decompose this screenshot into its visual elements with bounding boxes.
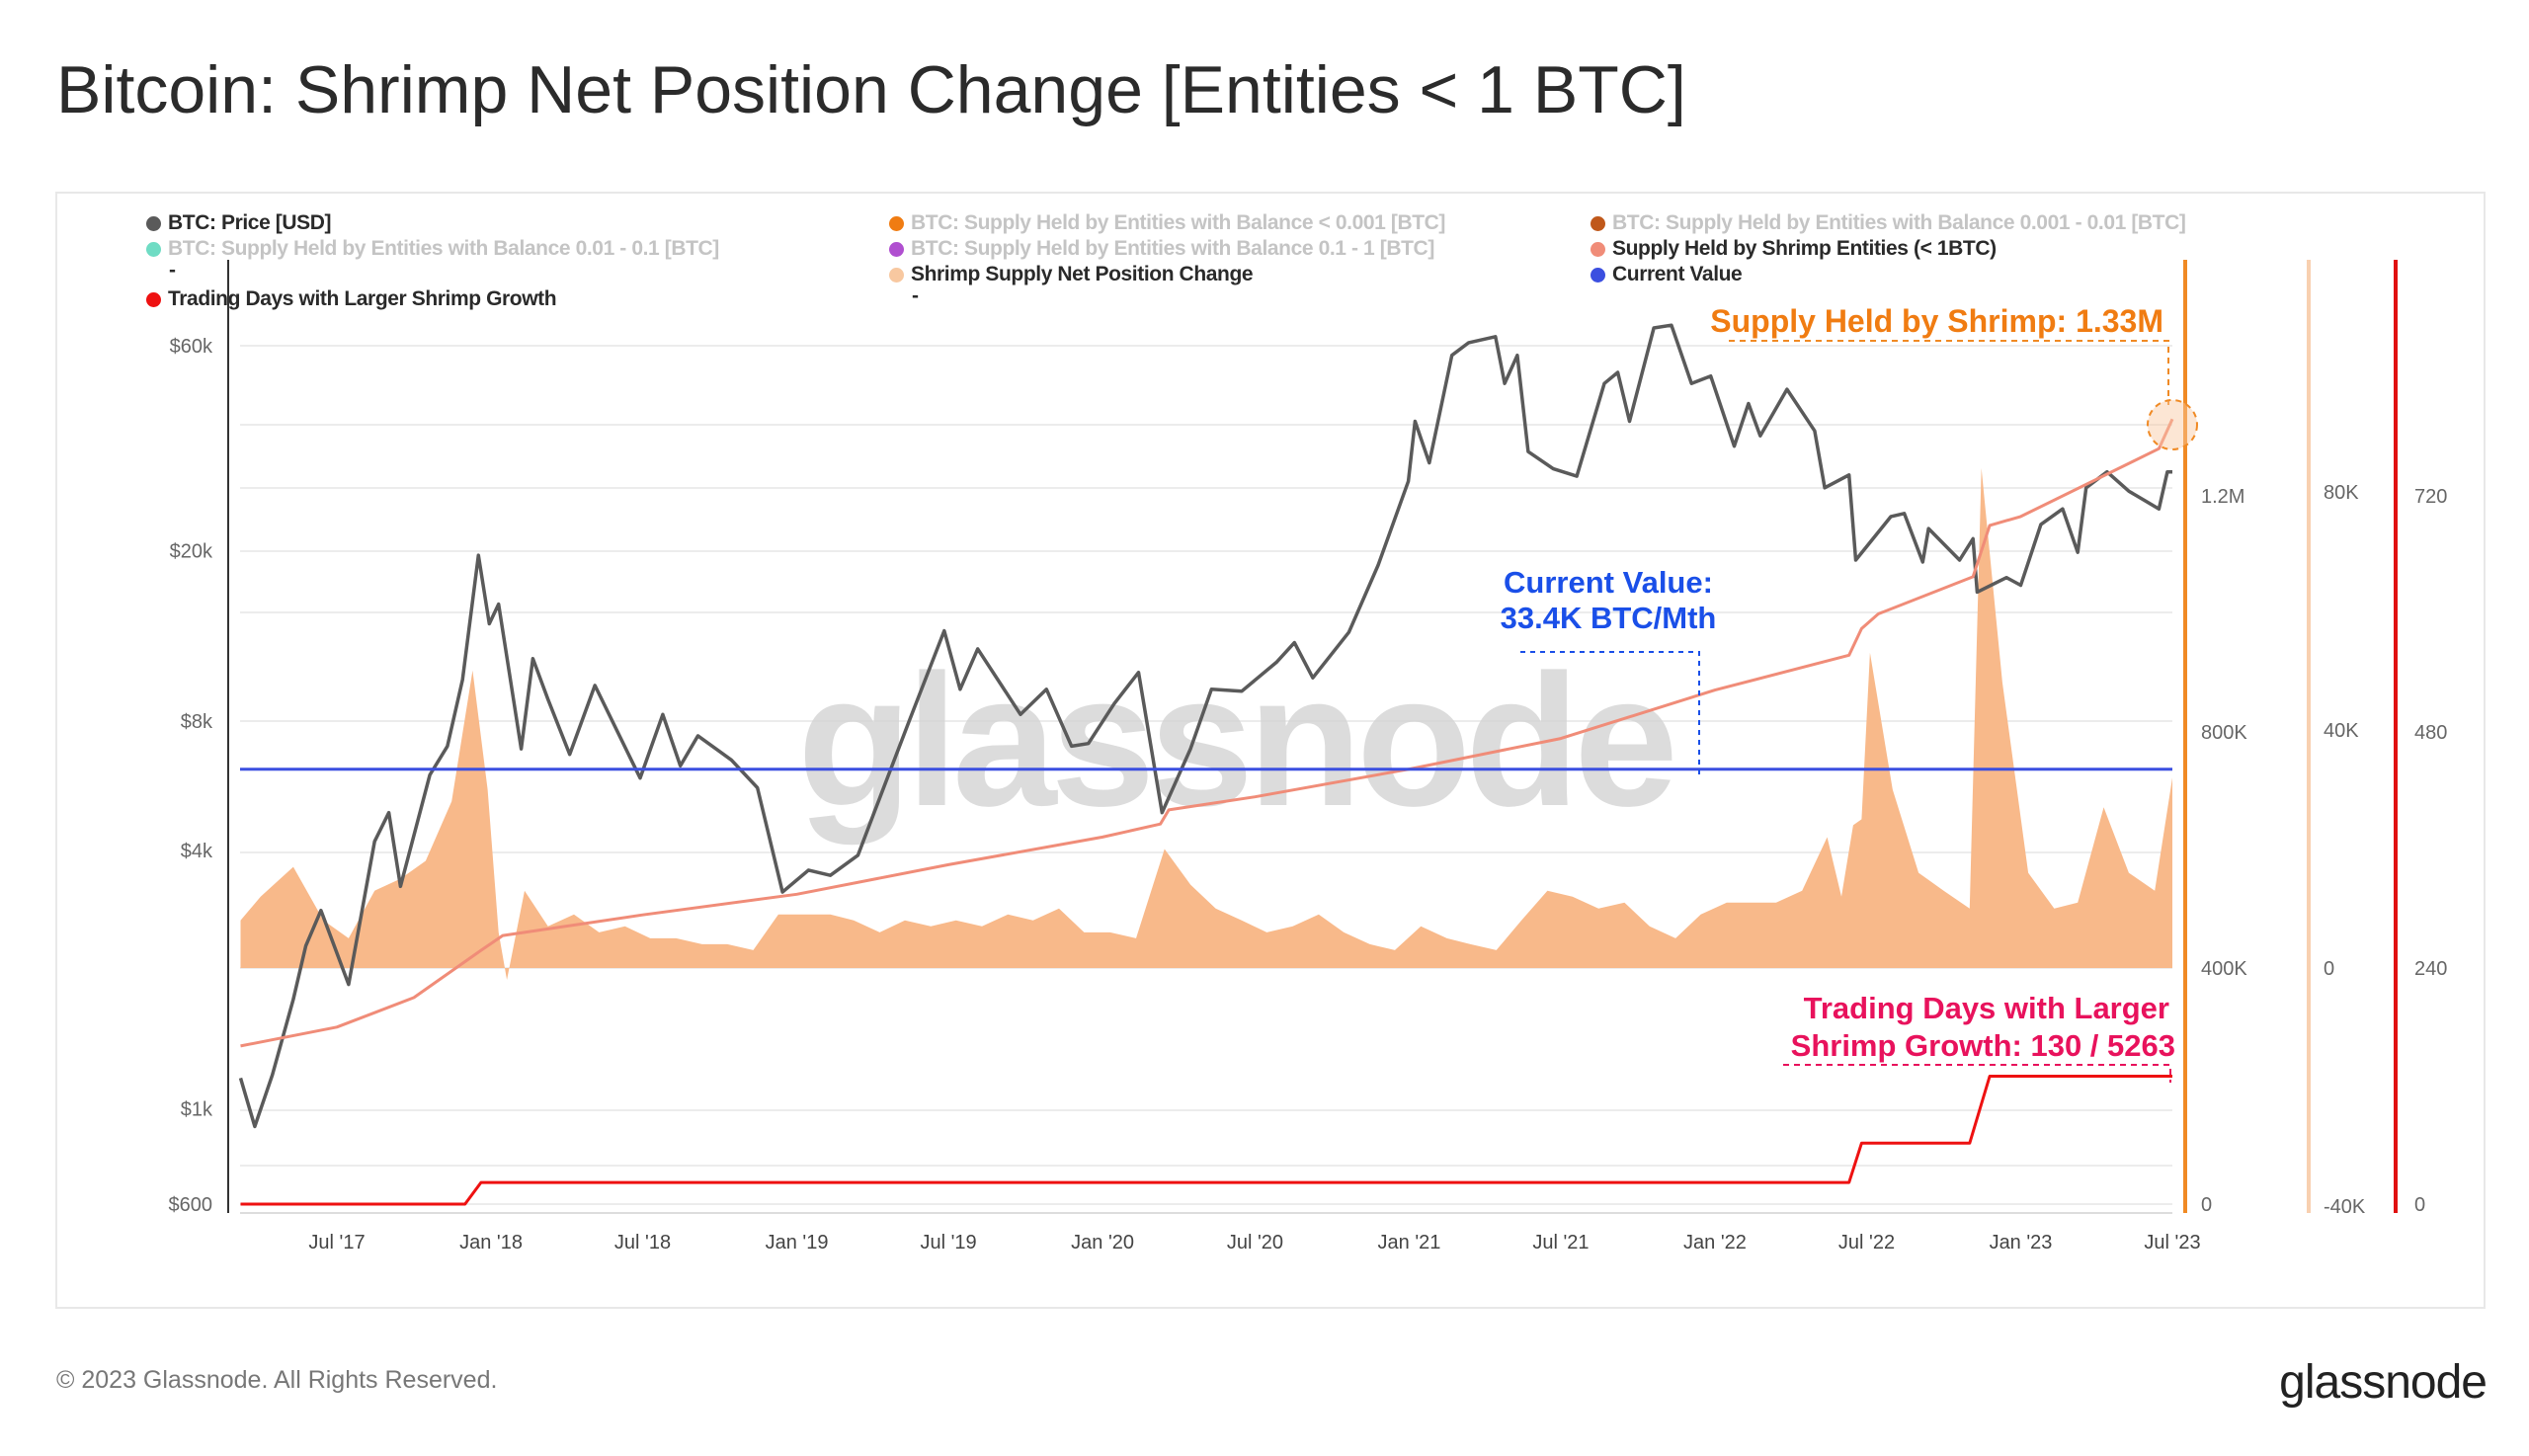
legend-dot-icon (146, 291, 161, 307)
supply-annotation-leader (1729, 340, 2169, 405)
price-tick-label: $1k (181, 1099, 213, 1121)
legend-item-balance-0001-001[interactable]: BTC: Supply Held by Entities with Balanc… (1591, 211, 2186, 235)
trading-days-annotation-line2: Shrimp Growth: 130 / 5263 (1791, 1028, 2175, 1063)
x-tick-label: Jul '19 (920, 1232, 976, 1254)
glassnode-logo: glassnode (2279, 1356, 2488, 1409)
x-tick-label: Jul '21 (1532, 1232, 1589, 1254)
net-position-tick-label: 0 (2324, 958, 2334, 980)
legend-placeholder: - (169, 259, 176, 282)
trading-days-line (240, 1075, 2172, 1206)
legend-item-balance-001-01[interactable]: BTC: Supply Held by Entities with Balanc… (146, 237, 719, 261)
current-value-annotation-line1: Current Value: (1504, 565, 1713, 600)
supply-tick-label: 1.2M (2201, 486, 2244, 508)
legend-dot-icon (889, 267, 904, 283)
page-title: Bitcoin: Shrimp Net Position Change [Ent… (56, 52, 1686, 127)
legend-label: BTC: Supply Held by Entities with Balanc… (911, 237, 1434, 260)
legend-item-current-value[interactable]: Current Value (1591, 263, 1743, 286)
net-position-area-group (240, 467, 2173, 980)
price-tick-label: $60k (170, 336, 213, 358)
supply-tick-label: 400K (2201, 958, 2247, 980)
trading-days-tick-label: 480 (2414, 722, 2447, 744)
series-lines-group (238, 323, 2174, 1206)
shrimp-supply-line (240, 418, 2174, 1048)
legend-label: BTC: Price [USD] (168, 211, 332, 234)
price-tick-label: $8k (181, 711, 213, 733)
x-tick-label: Jul '22 (1838, 1232, 1895, 1254)
legend-label: BTC: Supply Held by Entities with Balanc… (911, 211, 1446, 234)
x-tick-label: Jan '21 (1378, 1232, 1441, 1254)
current-value-leader (1520, 651, 1700, 775)
legend-label: Shrimp Supply Net Position Change (911, 263, 1254, 285)
legend-label: Current Value (1612, 263, 1743, 285)
supply-highlight-marker (2147, 399, 2198, 450)
x-tick-label: Jan '19 (766, 1232, 829, 1254)
trading-days-tick-label: 0 (2414, 1194, 2425, 1216)
legend-item-price[interactable]: BTC: Price [USD] (146, 211, 332, 235)
legend-dot-icon (1591, 241, 1605, 257)
legend-dot-icon (889, 215, 904, 231)
legend-item-shrimp-supply[interactable]: Supply Held by Shrimp Entities (< 1BTC) (1591, 237, 1997, 261)
supply-annotation: Supply Held by Shrimp: 1.33M (1710, 303, 2163, 339)
supply-tick-label: 0 (2201, 1194, 2212, 1216)
net-position-tick-label: -40K (2324, 1196, 2366, 1218)
legend-label: Trading Days with Larger Shrimp Growth (168, 287, 557, 310)
legend-item-trading-days[interactable]: Trading Days with Larger Shrimp Growth (146, 287, 557, 311)
x-tick-label: Jan '18 (459, 1232, 523, 1254)
price-tick-label: $4k (181, 841, 213, 862)
legend-dot-icon (1591, 267, 1605, 283)
net-position-area (240, 467, 2173, 980)
chart-frame (55, 192, 2486, 1309)
annotations-group: Supply Held by Shrimp: 1.33M Current Val… (1501, 303, 2198, 1083)
legend-label: Supply Held by Shrimp Entities (< 1BTC) (1612, 237, 1997, 260)
net-position-tick-label: 80K (2324, 482, 2359, 504)
x-tick-label: Jul '17 (308, 1232, 365, 1254)
x-tick-label: Jul '18 (614, 1232, 671, 1254)
x-tick-label: Jan '22 (1683, 1232, 1747, 1254)
legend-item-net-position[interactable]: Shrimp Supply Net Position Change (889, 263, 1254, 286)
current-value-annotation-line2: 33.4K BTC/Mth (1501, 601, 1717, 635)
legend-dot-icon (889, 241, 904, 257)
price-line (238, 323, 2172, 1129)
supply-tick-label: 800K (2201, 722, 2247, 744)
x-tick-label: Jul '23 (2144, 1232, 2200, 1254)
legend-item-balance-01-1[interactable]: BTC: Supply Held by Entities with Balanc… (889, 237, 1434, 261)
net-position-tick-label: 40K (2324, 720, 2359, 742)
x-tick-label: Jul '20 (1227, 1232, 1283, 1254)
trading-days-tick-label: 720 (2414, 486, 2447, 508)
price-tick-label: $20k (170, 540, 213, 562)
trading-days-leader (1783, 1064, 2171, 1083)
legend-label: BTC: Supply Held by Entities with Balanc… (1612, 211, 2186, 234)
legend-dot-icon (146, 241, 161, 257)
price-tick-label: $600 (169, 1194, 213, 1216)
legend-label: BTC: Supply Held by Entities with Balanc… (168, 237, 719, 260)
x-tick-label: Jan '23 (1990, 1232, 2053, 1254)
legend-placeholder: - (912, 284, 919, 307)
axes-group: 0 400K 800K 1.2M -40K 0 40K 80K 0 240 480 720 $600 $1… (169, 260, 2447, 1254)
x-tick-label: Jan '20 (1071, 1232, 1134, 1254)
copyright: © 2023 Glassnode. All Rights Reserved. (56, 1366, 498, 1394)
legend-item-balance-lt-0001[interactable]: BTC: Supply Held by Entities with Balanc… (889, 211, 1445, 235)
trading-days-annotation-line1: Trading Days with Larger (1804, 991, 2169, 1025)
watermark: glassnode (797, 636, 1672, 846)
trading-days-tick-label: 240 (2414, 958, 2447, 980)
legend-dot-icon (146, 215, 161, 231)
legend-dot-icon (1591, 215, 1605, 231)
